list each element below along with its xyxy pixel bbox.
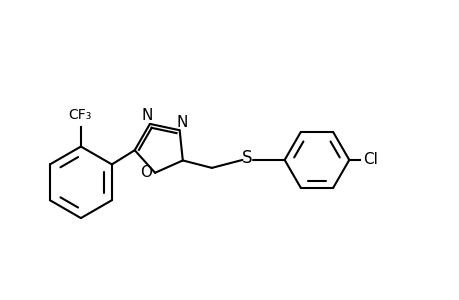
Text: O: O [140, 165, 152, 180]
Text: S: S [241, 149, 252, 167]
Text: N: N [141, 109, 153, 124]
Text: N: N [176, 115, 187, 130]
Text: CF₃: CF₃ [68, 108, 91, 122]
Text: Cl: Cl [363, 152, 377, 167]
